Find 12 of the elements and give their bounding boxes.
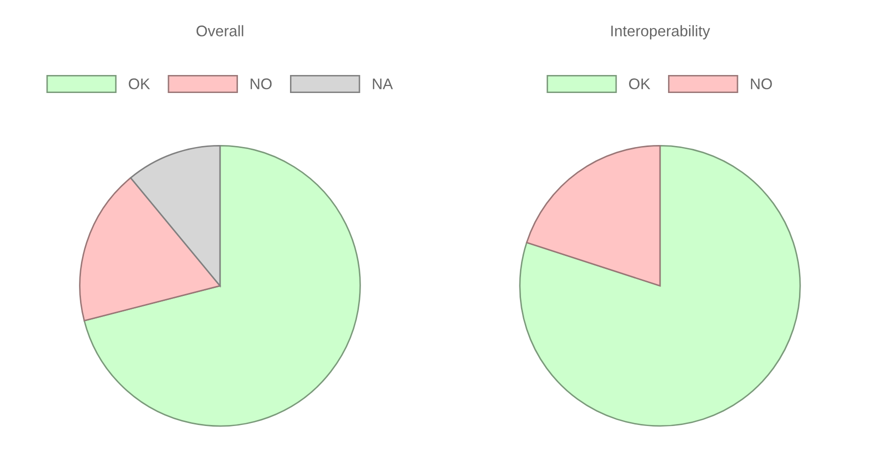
chart-title: Interoperability bbox=[611, 25, 710, 40]
pie-slice bbox=[79, 177, 221, 322]
pie-slice bbox=[84, 144, 361, 427]
chart-title: Overall bbox=[196, 25, 244, 36]
slice-label: OK bbox=[629, 78, 650, 90]
legend-label: OK bbox=[128, 78, 150, 90]
pie-slice bbox=[526, 144, 661, 287]
pie-slice bbox=[519, 144, 801, 427]
legend-label: NA bbox=[372, 78, 393, 90]
legend-label: NO bbox=[250, 78, 272, 90]
pie-slice bbox=[130, 144, 221, 287]
legend-label: NO bbox=[750, 78, 772, 90]
